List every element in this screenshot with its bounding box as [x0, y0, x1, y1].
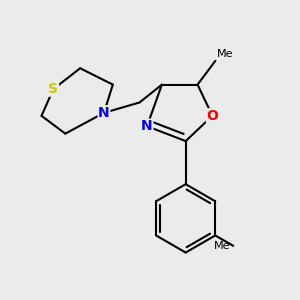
Text: S: S	[48, 82, 59, 96]
Text: Me: Me	[214, 241, 230, 251]
Text: Me: Me	[217, 49, 233, 59]
Text: O: O	[206, 109, 218, 123]
Text: N: N	[141, 119, 153, 133]
Text: N: N	[98, 106, 110, 120]
